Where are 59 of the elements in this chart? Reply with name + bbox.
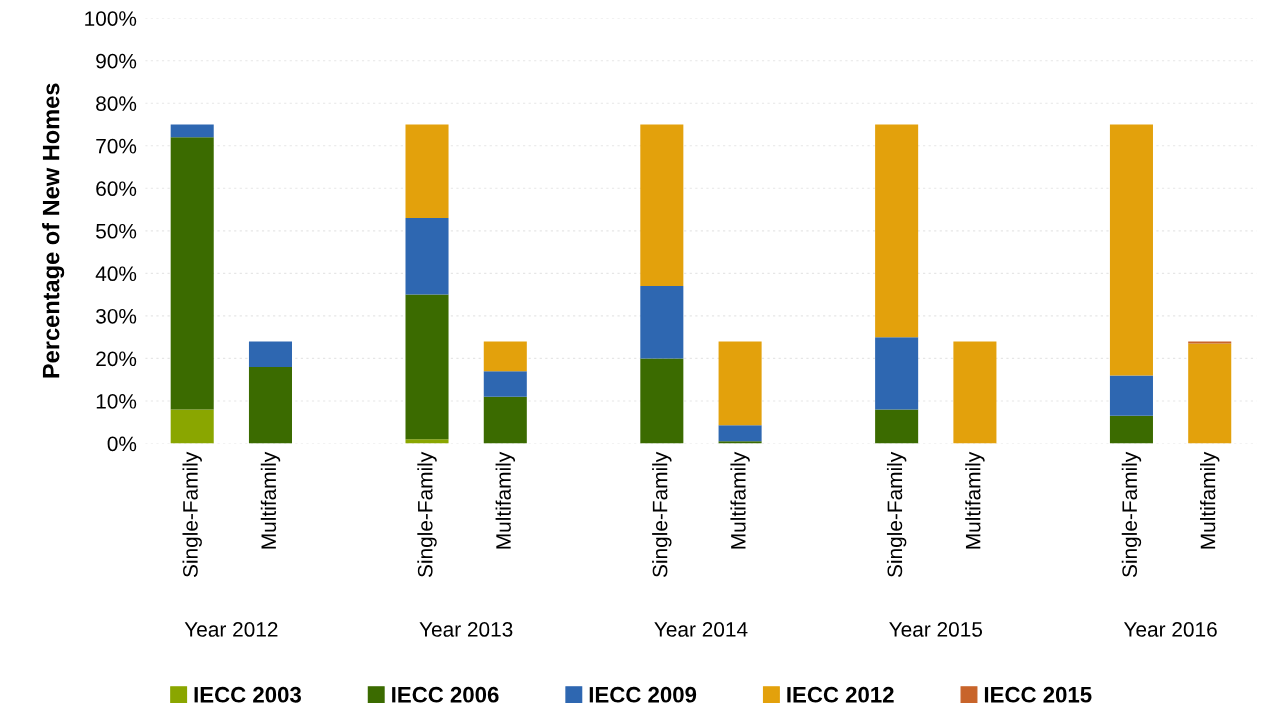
bar xyxy=(1109,375,1153,416)
bar xyxy=(483,396,527,444)
bar xyxy=(170,137,214,410)
bar xyxy=(640,124,684,287)
text: Year 2013 xyxy=(419,622,513,637)
bar xyxy=(483,341,527,372)
bar xyxy=(170,124,214,138)
bar xyxy=(875,124,919,338)
bar xyxy=(405,218,449,295)
x-tick-label: Multifamily xyxy=(260,451,281,549)
y-tick-label: 40% xyxy=(95,266,137,282)
text: Year 2014 xyxy=(654,622,748,637)
bar xyxy=(248,366,292,444)
y-tick-label: 70% xyxy=(96,138,137,154)
x-tick-label: Multifamily xyxy=(1200,451,1220,549)
y-tick-label: 30% xyxy=(96,308,137,324)
x-tick-label: Single-Family xyxy=(417,451,437,578)
y-tick-label: 100% xyxy=(85,11,137,26)
x-tick-label: Single-Family xyxy=(1121,451,1142,578)
text: Year 2015 xyxy=(889,622,983,637)
x-tick-label: Single-Family xyxy=(886,451,907,578)
x-tick-label: Multifamily xyxy=(965,451,985,549)
bar xyxy=(405,439,449,444)
bar xyxy=(640,358,684,444)
x-tick-label: Single-Family xyxy=(182,451,202,578)
y-tick-label: 60% xyxy=(96,181,137,197)
legend-label: IECC 2006 xyxy=(392,686,499,703)
bar xyxy=(170,409,214,444)
bar xyxy=(640,286,684,359)
y-axis-title: Percentage of New Homes xyxy=(42,83,65,378)
y-tick-label: 10% xyxy=(96,393,137,409)
y-tick-label: 80% xyxy=(96,96,137,111)
y-tick-label: 20% xyxy=(96,351,137,367)
bar xyxy=(248,341,292,367)
x-tick-label: Multifamily xyxy=(495,451,515,549)
bar xyxy=(718,441,762,444)
text: Year 2012 xyxy=(184,622,278,637)
bar xyxy=(1188,341,1232,344)
x-tick-label: Multifamily xyxy=(730,451,750,549)
legend-label: IECC 2003 xyxy=(194,686,301,703)
bar xyxy=(718,341,762,426)
bar xyxy=(1109,124,1153,376)
bar xyxy=(405,294,449,440)
legend-label: IECC 2009 xyxy=(589,686,697,703)
y-tick-label: 0% xyxy=(107,436,137,452)
x-tick-label: Single-Family xyxy=(652,451,672,578)
text: Year 2016 xyxy=(1123,622,1217,637)
bar xyxy=(875,409,919,444)
legend-label: IECC 2015 xyxy=(984,686,1092,703)
bar xyxy=(953,341,997,444)
bar xyxy=(718,425,762,442)
bar xyxy=(1188,343,1232,444)
bar xyxy=(483,371,527,397)
bar xyxy=(405,124,449,219)
bar xyxy=(1109,415,1153,444)
y-tick-label: 50% xyxy=(96,223,137,239)
bar xyxy=(875,337,919,410)
legend-label: IECC 2012 xyxy=(787,686,894,703)
y-tick-label: 90% xyxy=(96,53,137,69)
